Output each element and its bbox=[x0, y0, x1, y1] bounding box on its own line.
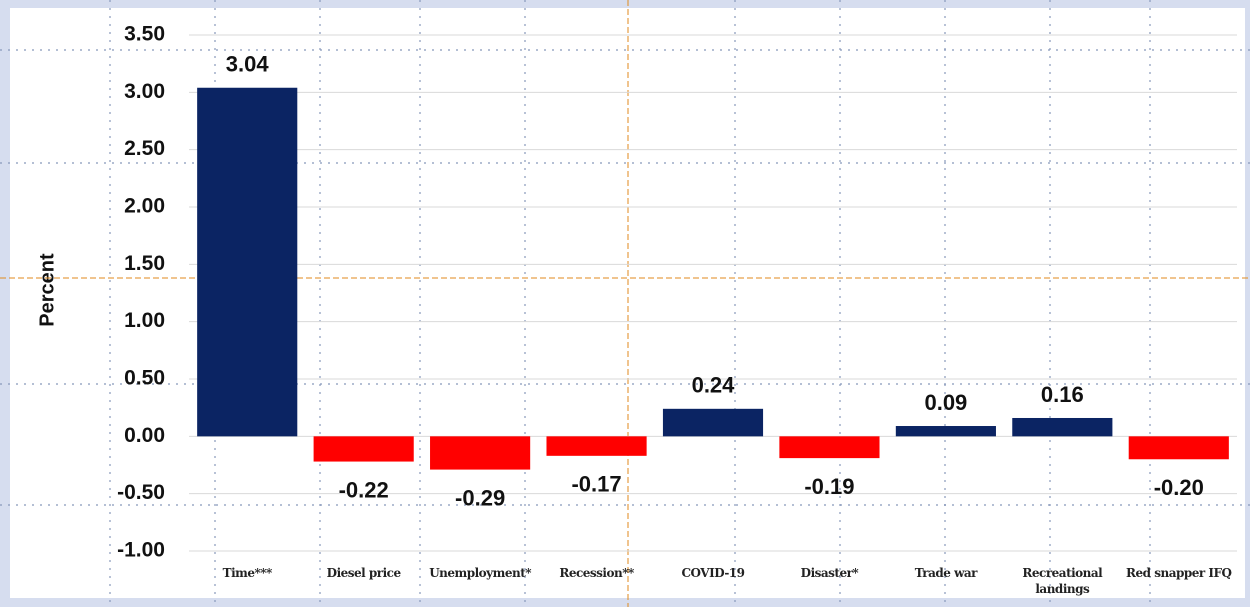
y-axis-label: Percent bbox=[36, 253, 58, 327]
value-label: 0.09 bbox=[924, 390, 967, 415]
x-tick-label: Trade war bbox=[914, 566, 978, 580]
x-tick-label: Disaster* bbox=[800, 566, 859, 580]
y-tick-label: 3.00 bbox=[124, 80, 165, 103]
bar bbox=[197, 87, 298, 437]
y-tick-label: 0.50 bbox=[124, 367, 165, 390]
y-tick-label: 1.00 bbox=[124, 309, 165, 332]
bar bbox=[1012, 417, 1113, 437]
value-label: 3.04 bbox=[226, 52, 270, 77]
bar bbox=[1128, 436, 1229, 460]
y-tick-label: -0.50 bbox=[117, 481, 165, 504]
value-label: 0.16 bbox=[1041, 382, 1084, 407]
y-tick-label: 1.50 bbox=[124, 252, 165, 275]
value-label: -0.17 bbox=[571, 472, 621, 497]
x-tick-label: Recession** bbox=[559, 566, 634, 580]
value-label: -0.19 bbox=[804, 474, 854, 499]
value-label: 0.24 bbox=[692, 373, 736, 398]
bar bbox=[546, 436, 647, 456]
bar bbox=[779, 436, 880, 459]
x-tick-label: Time*** bbox=[222, 566, 273, 580]
y-tick-label: 3.50 bbox=[124, 23, 165, 46]
x-tick-label: Recreational landings bbox=[1022, 566, 1103, 596]
value-label: -0.20 bbox=[1154, 475, 1204, 500]
x-tick-label: COVID-19 bbox=[681, 566, 745, 580]
x-tick-label: Red snapper IFQ bbox=[1126, 566, 1232, 580]
y-tick-label: 2.50 bbox=[124, 137, 165, 160]
y-tick-label: 0.00 bbox=[124, 424, 165, 447]
bar bbox=[662, 408, 764, 437]
bar bbox=[313, 436, 414, 462]
bar bbox=[895, 426, 996, 437]
x-tick-label: Diesel price bbox=[326, 566, 401, 580]
y-tick-label: 2.00 bbox=[124, 195, 165, 218]
bar bbox=[430, 436, 531, 470]
x-tick-label: Unemployment* bbox=[429, 566, 532, 580]
y-tick-label: -1.00 bbox=[117, 539, 165, 562]
value-label: -0.29 bbox=[455, 485, 505, 510]
value-label: -0.22 bbox=[339, 477, 389, 502]
